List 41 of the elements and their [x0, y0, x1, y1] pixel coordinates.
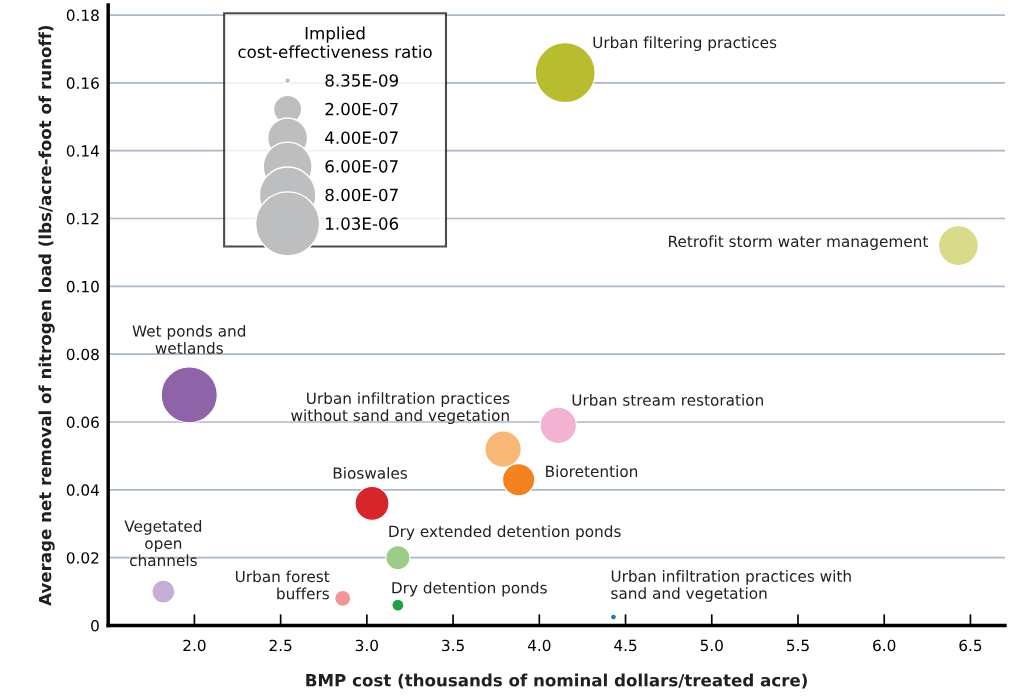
x-tick-label: 5.5	[787, 639, 809, 652]
annotation: Urban infiltration practices without sand and vegetation	[291, 392, 510, 425]
legend-label: 8.00E-07	[325, 188, 398, 202]
y-tick-label: 0.18	[66, 9, 99, 22]
x-tick-label: 2.5	[269, 639, 292, 652]
x-tick-label: 6.0	[873, 639, 896, 652]
legend-label: 8.35E-09	[325, 74, 398, 87]
x-tick-label: 3.0	[355, 639, 378, 652]
annotation: Urban stream restoration	[572, 394, 763, 406]
x-tick-label: 4.5	[614, 639, 637, 652]
annotation: Urban infiltration practices with sand and vegetation	[611, 570, 851, 602]
legend-label: 6.00E-07	[325, 160, 398, 173]
annotation: Retrofit storm water management	[669, 235, 929, 251]
annotation: Bioretention	[546, 465, 638, 478]
legend-label: 4.00E-07	[325, 131, 398, 144]
y-tick-label: 0.04	[66, 484, 99, 496]
y-tick-label: 0.08	[66, 348, 99, 361]
y-tick-label: 0.06	[66, 416, 99, 429]
y-tick-label: 0.10	[66, 280, 99, 293]
x-axis-title: BMP cost (thousands of nominal dollars/treated acre)	[306, 673, 807, 689]
x-tick-label: 2.0	[183, 639, 206, 652]
x-tick-label: 6.5	[959, 639, 982, 652]
legend-title: Implied cost-effectiveness ratio	[238, 26, 432, 59]
y-tick-label: 0.12	[66, 213, 99, 225]
y-tick-label: 0.14	[66, 145, 99, 157]
x-tick-label: 3.5	[442, 639, 464, 652]
x-tick-label: 5.0	[700, 639, 723, 652]
annotation: Wet ponds and wetlands	[132, 324, 246, 354]
annotation: Bioswales	[333, 467, 408, 479]
annotation: Dry detention ponds	[392, 581, 547, 597]
y-axis-title: Average net removal of nitrogen load (lbs/acre-foot of runoff)	[38, 25, 55, 606]
y-tick-label: 0.02	[66, 552, 99, 564]
legend-label: 2.00E-07	[325, 102, 398, 116]
legend-label: 1.03E-06	[326, 217, 399, 230]
annotation: Dry extended detention ponds	[389, 525, 621, 541]
annotation: Urban filtering practices	[593, 36, 777, 52]
annotation: Urban forest buffers	[235, 570, 330, 600]
y-tick-label: 0.16	[66, 77, 99, 89]
annotation: Vegetated open channels	[124, 520, 202, 567]
y-tick-label: 0	[91, 619, 99, 632]
x-tick-label: 4.0	[527, 639, 551, 652]
